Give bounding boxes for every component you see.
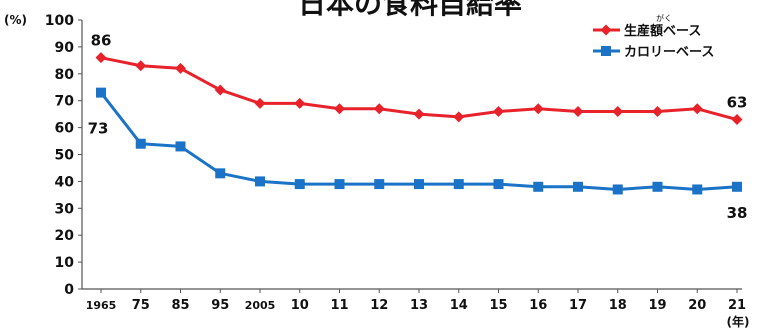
data-point — [612, 184, 623, 195]
legend-label: 生産額ベース — [624, 23, 701, 39]
data-point — [453, 179, 464, 190]
data-point — [533, 181, 544, 192]
x-tick-label: 21 — [728, 298, 746, 313]
x-tick-label: 16 — [529, 298, 547, 313]
data-point — [135, 60, 147, 72]
data-point — [414, 179, 424, 190]
data-point — [453, 111, 465, 123]
y-tick-label: 50 — [55, 148, 75, 164]
x-tick-label: 12 — [370, 298, 388, 313]
data-point — [652, 105, 663, 117]
x-tick-label: 75 — [132, 298, 150, 313]
y-tick-label: 80 — [55, 67, 75, 83]
data-label: 38 — [727, 204, 748, 222]
data-point — [334, 103, 345, 115]
x-tick-label: 11 — [330, 298, 348, 313]
series-2 — [96, 87, 742, 195]
y-tick-label: 0 — [64, 282, 74, 298]
series-1 — [95, 52, 743, 126]
data-point — [532, 103, 544, 115]
data-point — [255, 176, 265, 187]
data-point — [215, 168, 226, 179]
data-point — [254, 97, 266, 109]
x-tick-label: 13 — [410, 298, 428, 313]
x-tick-label: 19 — [648, 298, 666, 313]
y-tick-label: 20 — [55, 228, 75, 244]
data-label: 63 — [727, 94, 748, 112]
chart-title: 日本の食料自給率 — [298, 0, 522, 20]
y-tick-label: 40 — [55, 174, 75, 190]
y-tick-label: 90 — [55, 40, 75, 56]
legend-marker — [600, 24, 612, 36]
legend-label: カロリーベース — [624, 45, 714, 60]
data-point — [612, 105, 624, 117]
data-point — [652, 181, 663, 192]
legend-item-2: カロリーベース — [593, 45, 714, 60]
x-tick-label: 10 — [291, 298, 309, 313]
data-point — [731, 114, 743, 126]
data-label: 86 — [91, 32, 112, 50]
data-point — [572, 105, 584, 117]
data-point — [493, 179, 504, 190]
data-point — [334, 179, 345, 190]
x-tick-label: 18 — [609, 298, 627, 313]
x-tick-label: 20 — [688, 298, 706, 313]
x-tick-label: 17 — [569, 298, 587, 313]
y-tick-label: 30 — [55, 201, 75, 217]
data-point — [214, 84, 226, 96]
x-tick-label: 14 — [450, 298, 468, 313]
x-tick-label: 1965 — [86, 299, 117, 312]
data-point — [175, 141, 186, 152]
y-tick-label: 70 — [55, 94, 75, 110]
legend-marker — [601, 46, 611, 56]
y-tick-label: 60 — [55, 121, 75, 137]
data-point — [96, 87, 106, 98]
data-point — [691, 103, 703, 115]
y-tick-label: 10 — [55, 255, 75, 271]
y-tick-label: 100 — [45, 13, 74, 29]
x-tick-label: 15 — [489, 298, 507, 313]
data-labels: 86 73 63 38 — [88, 32, 748, 222]
x-tick-label: 2005 — [245, 299, 276, 312]
data-point — [732, 181, 742, 192]
series-layer — [95, 52, 743, 195]
data-point — [413, 108, 425, 120]
legend-ruby: がく — [656, 13, 672, 23]
data-label: 73 — [88, 120, 109, 138]
data-point — [373, 103, 385, 115]
axes — [78, 19, 742, 293]
y-tick-labels: 0 10 20 30 40 50 60 70 80 90 100 — [45, 13, 74, 298]
series-line — [99, 91, 738, 191]
data-point — [95, 52, 107, 64]
data-point — [135, 138, 146, 149]
x-axis-unit-label: (年) — [727, 314, 750, 329]
x-tick-labels: 1965 75 85 95 2005 10 11 12 13 14 15 16 17 18 19 20 21 — [86, 298, 746, 313]
data-point — [573, 181, 583, 192]
x-tick-label: 85 — [171, 298, 189, 313]
data-point — [294, 179, 305, 190]
x-tick-label: 95 — [211, 298, 229, 313]
data-point — [374, 179, 385, 190]
data-point — [294, 97, 306, 109]
data-point — [175, 62, 186, 74]
data-point — [692, 184, 703, 195]
y-axis-unit-label: (%) — [4, 13, 27, 27]
data-point — [493, 105, 504, 117]
